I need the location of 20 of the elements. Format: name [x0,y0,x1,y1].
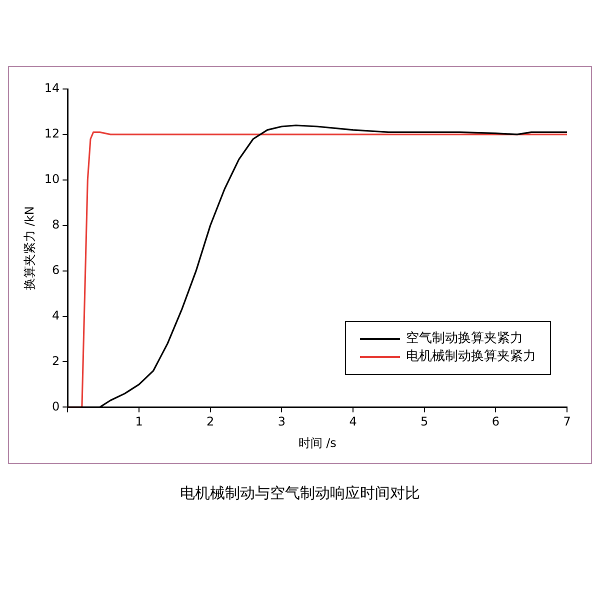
y-tick-label: 0 [52,399,60,414]
x-tick-label: 5 [420,414,428,429]
y-tick-label: 12 [44,126,60,141]
x-tick-label: 3 [278,414,286,429]
text: 电机械制动与空气制动响应时间对比 [179,484,421,503]
legend-label: 空气制动换算夹紧力 [406,330,523,348]
x-axis-title: 时间 /s [298,436,336,450]
y-tick-label: 4 [52,308,60,322]
x-tick-label: 1 [135,414,143,429]
x-tick-label: 2 [206,414,214,429]
y-tick-label: 8 [52,217,60,232]
x-tick-label: 7 [563,414,571,429]
legend-label: 电机械制动换算夹紧力 [406,348,536,366]
y-tick-label: 14 [44,81,60,96]
x-tick-label: 6 [492,414,500,429]
y-axis-title: 换算夹紧力 /kN [22,206,36,290]
x-tick-label: 4 [349,414,357,429]
y-tick-label: 2 [52,354,60,368]
y-tick-label: 6 [52,262,60,277]
y-tick-label: 10 [44,172,60,186]
